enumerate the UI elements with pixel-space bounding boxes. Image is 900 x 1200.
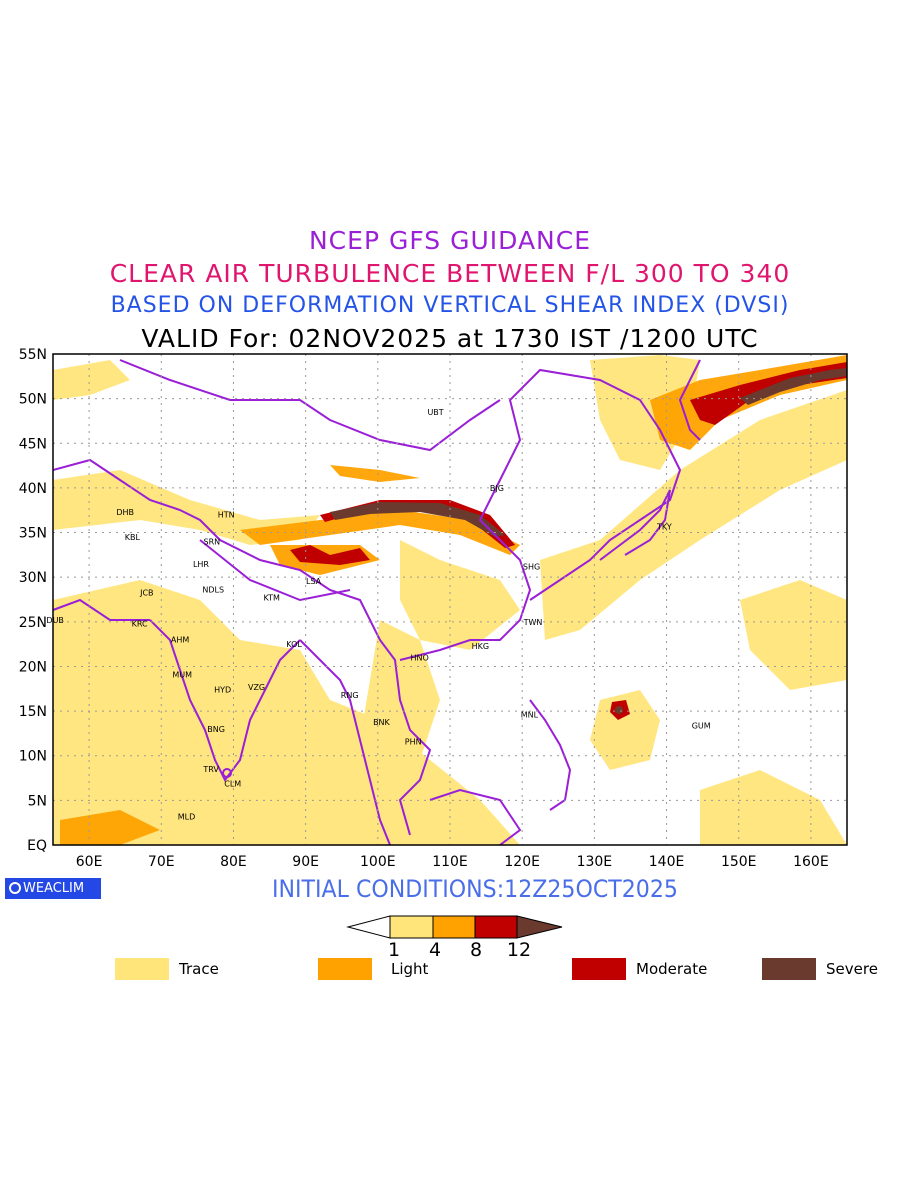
lon-label: 90E: [292, 854, 319, 870]
title-line-1: NCEP GFS GUIDANCE: [308, 226, 591, 255]
lat-label: 40N: [19, 481, 47, 497]
station-label: MLD: [178, 812, 196, 821]
latitude-labels: 55N 50N 45N 40N 35N 30N 25N 20N 15N 10N 5N EQ: [19, 347, 47, 854]
lat-label: 10N: [19, 749, 47, 765]
station-label: GUM: [692, 721, 711, 730]
legend-trace-swatch: [115, 958, 169, 980]
station-label: HNO: [411, 654, 429, 663]
station-label: AHM: [171, 636, 189, 645]
station-label: HTN: [218, 511, 235, 520]
legend-moderate-label: Moderate: [636, 960, 708, 978]
lon-label: 120E: [504, 854, 540, 870]
legend-trace-label: Trace: [179, 960, 219, 978]
lat-label: 50N: [19, 392, 47, 408]
logo-text: WEACLIM: [23, 881, 85, 896]
lon-label: 60E: [76, 854, 103, 870]
lat-label: 25N: [19, 615, 47, 631]
lon-label: 80E: [220, 854, 247, 870]
station-label: HKG: [472, 642, 489, 651]
station-label: RNG: [341, 691, 359, 700]
station-label: TKY: [656, 522, 672, 531]
lat-label: 15N: [19, 704, 47, 720]
turbulence-map: UBT BJG DHB HTN KBL SRN LHR TKY SHG LSA JCB NDLS KTM…: [19, 347, 848, 870]
station-label: TRV: [202, 765, 219, 774]
station-label: KTM: [263, 594, 280, 603]
station-label: KBL: [125, 533, 141, 542]
station-label: UBT: [427, 408, 443, 417]
legend-moderate-swatch: [572, 958, 626, 980]
lat-label: 5N: [28, 793, 47, 809]
logo-circle-icon: [9, 882, 21, 894]
title-line-2: CLEAR AIR TURBULENCE BETWEEN F/L 300 TO …: [109, 259, 791, 288]
legend-light-swatch: [318, 958, 372, 980]
lon-label: 160E: [793, 854, 829, 870]
station-label: VZG: [248, 683, 265, 692]
lat-label: 55N: [19, 347, 47, 363]
station-label: JCB: [139, 588, 153, 597]
station-labels: UBT BJG DHB HTN KBL SRN LHR TKY SHG LSA JCB NDLS KTM…: [46, 408, 710, 821]
colorbar-tick-1: 1: [387, 939, 401, 961]
lat-label: 20N: [19, 659, 47, 675]
weaclim-logo: WEACLIM: [5, 878, 101, 899]
station-label: MNL: [521, 711, 539, 720]
lon-label: 70E: [148, 854, 175, 870]
station-label: BNG: [207, 725, 225, 734]
colorbar-segment-moderate: [474, 915, 518, 939]
legend-light-label: Light: [391, 960, 429, 978]
station-label: NDLS: [202, 586, 224, 595]
lon-label: 130E: [577, 854, 613, 870]
colorbar-max-arrow: [516, 915, 563, 939]
station-label: HYD: [214, 686, 231, 695]
lat-label: 30N: [19, 570, 47, 586]
colorbar-segment-light: [432, 915, 476, 939]
coastlines-and-borders: [53, 359, 701, 845]
station-label: BNK: [373, 718, 390, 727]
title-line-3: BASED ON DEFORMATION VERTICAL SHEAR INDE…: [110, 293, 790, 318]
station-label: LHR: [193, 560, 209, 569]
valid-time-title: VALID For: 02NOV2025 at 1730 IST /1200 U…: [141, 324, 759, 353]
station-label: TWN: [523, 618, 543, 627]
colorbar-min-arrow: [346, 915, 391, 939]
colorbar-segment-trace: [389, 915, 434, 939]
station-label: BJG: [490, 484, 504, 493]
station-label: KRC: [132, 620, 148, 629]
station-label: PHN: [405, 737, 422, 746]
legend-severe-label: Severe: [826, 960, 878, 978]
station-label: SHG: [523, 562, 540, 571]
lat-lon-grid: [53, 354, 847, 845]
map-frame: [52, 353, 848, 846]
turbulence-shading: [53, 355, 847, 845]
station-label: DUB: [46, 616, 64, 625]
station-label: MUM: [172, 670, 192, 679]
lat-label: 35N: [19, 526, 47, 542]
colorbar-tick-12: 12: [506, 939, 532, 961]
lat-label: 45N: [19, 436, 47, 452]
station-label: SRN: [203, 537, 220, 546]
longitude-labels: 60E 70E 80E 90E 100E 110E 120E 130E 140E 150E 160E: [76, 854, 829, 870]
lat-label: EQ: [27, 838, 47, 854]
colorbar-tick-4: 4: [428, 939, 442, 961]
station-label: DHB: [116, 508, 134, 517]
lon-label: 110E: [432, 854, 468, 870]
lon-label: 150E: [721, 854, 757, 870]
legend-severe-swatch: [762, 958, 816, 980]
station-label: KOL: [286, 640, 302, 649]
initial-conditions: INITIAL CONDITIONS:12Z25OCT2025: [272, 875, 678, 903]
lon-label: 140E: [649, 854, 685, 870]
station-label: LSA: [306, 577, 322, 586]
colorbar-tick-8: 8: [469, 939, 483, 961]
station-label: CLM: [224, 779, 241, 788]
colorbar: [346, 915, 563, 939]
lon-label: 100E: [360, 854, 396, 870]
